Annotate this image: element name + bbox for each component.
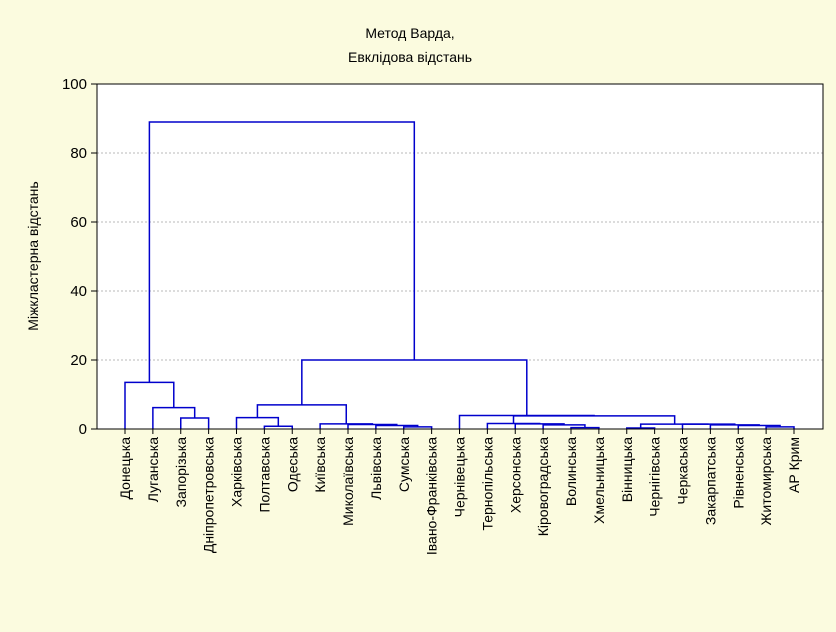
dendrogram-links (124, 121, 795, 429)
chart-title-line-1: Метод Варда, (365, 25, 454, 41)
leaf-label: Чернігівська (647, 437, 663, 517)
leaf-label: Херсонська (507, 437, 523, 513)
y-axis-ticks: 0 20 40 60 80 100 (62, 76, 97, 438)
leaf-label: Рівненська (730, 437, 746, 509)
leaf-label: АР Крим (786, 437, 802, 493)
y-tick-label: 0 (79, 421, 87, 438)
leaf-label: Івано-Франківська (424, 437, 440, 555)
leaf-label: Київська (312, 437, 328, 493)
y-axis-label: Міжкластерна відстань (25, 181, 41, 330)
leaf-label: Харківська (229, 437, 245, 507)
y-tick-label: 100 (62, 76, 87, 93)
y-tick-label: 40 (70, 283, 87, 300)
leaf-label: Житомирська (758, 437, 774, 526)
y-tick-label: 60 (70, 214, 87, 231)
leaf-label: Кіровоградська (535, 437, 551, 536)
chart-title-line-2: Евклідова відстань (348, 49, 472, 65)
leaf-label: Одеська (284, 437, 300, 492)
leaf-label: Миколаївська (340, 437, 356, 526)
leaf-label: Черкаська (675, 437, 691, 505)
leaf-label: Луганська (145, 437, 161, 502)
leaf-label: Волинська (563, 437, 579, 506)
leaf-label: Закарпатська (702, 437, 718, 525)
leaf-label: Запорізька (173, 437, 189, 508)
leaf-label: Дніпропетровська (201, 437, 217, 553)
leaf-label: Чернівецька (452, 437, 468, 518)
y-tick-label: 80 (70, 145, 87, 162)
dendrogram-link (639, 423, 709, 428)
leaf-label: Хмельницька (591, 437, 607, 524)
leaf-label: Сумська (396, 437, 412, 492)
dendrogram-link (148, 121, 416, 383)
leaf-label: Полтавська (256, 437, 272, 513)
grid-lines (97, 152, 823, 361)
leaf-label: Львівська (368, 437, 384, 500)
leaf-label: Вінницька (619, 437, 635, 502)
leaf-label: Тернопільська (479, 437, 495, 531)
plot-area (97, 84, 823, 429)
leaf-label: Донецька (117, 437, 133, 500)
x-axis-leaf-labels: Донецька Луганська Запорізька Дніпропетровс… (117, 429, 802, 555)
y-tick-label: 20 (70, 352, 87, 369)
